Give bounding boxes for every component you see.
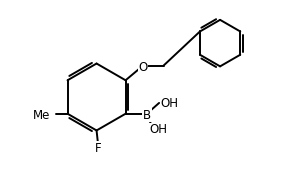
Text: OH: OH [160,97,179,110]
Text: Me: Me [33,109,50,122]
Text: OH: OH [149,123,167,137]
Text: O: O [139,60,148,74]
Text: F: F [95,142,101,155]
Text: B: B [143,109,151,122]
